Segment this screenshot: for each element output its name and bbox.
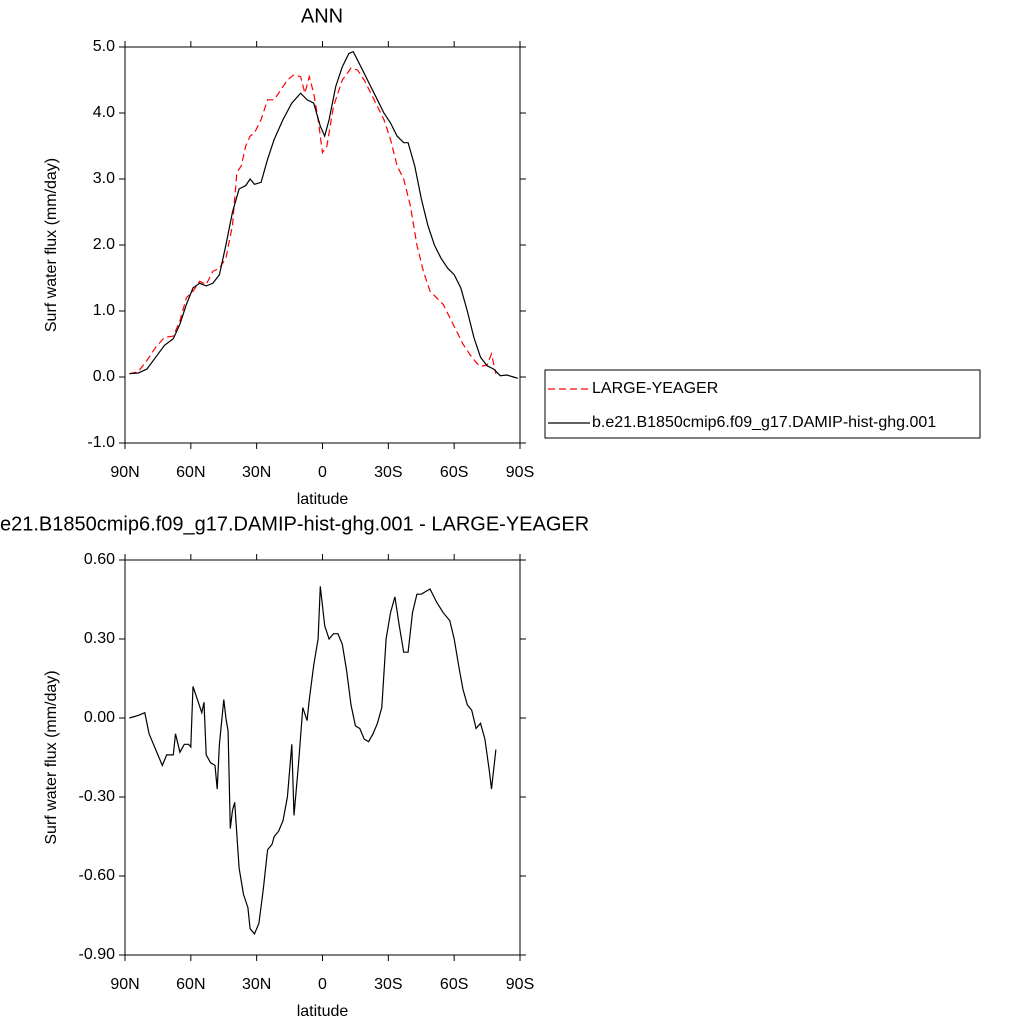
- y-tick-label: 0.60: [84, 551, 115, 568]
- y-tick-label: 4.0: [93, 104, 115, 121]
- data-line: [129, 67, 497, 375]
- legend-label: LARGE-YEAGER: [592, 380, 718, 397]
- x-tick-label: 90S: [506, 976, 534, 993]
- x-axis-label: latitude: [297, 491, 349, 508]
- x-tick-label: 0: [318, 976, 327, 993]
- plot-frame: [124, 46, 521, 444]
- data-line: [129, 50, 518, 379]
- chart-title: e21.B1850cmip6.f09_g17.DAMIP-hist-ghg.00…: [0, 513, 589, 535]
- y-axis-label: Surf water flux (mm/day): [43, 670, 60, 844]
- x-tick-label: 30N: [242, 464, 271, 481]
- legend-label: b.e21.B1850cmip6.f09_g17.DAMIP-hist-ghg.…: [592, 414, 936, 431]
- legend-box: [544, 369, 981, 439]
- y-tick-label: 0.0: [93, 368, 115, 385]
- x-tick-label: 60N: [176, 464, 205, 481]
- y-tick-label: -0.90: [79, 946, 116, 963]
- y-tick-label: 0.00: [84, 709, 115, 726]
- y-axis-label: Surf water flux (mm/day): [43, 158, 60, 332]
- y-tick-label: -1.0: [87, 434, 115, 451]
- y-tick-label: 0.30: [84, 630, 115, 647]
- x-tick-label: 60N: [176, 976, 205, 993]
- chart-title: ANN: [301, 5, 343, 27]
- x-axis-label: latitude: [297, 1003, 349, 1020]
- x-tick-label: 30S: [374, 976, 402, 993]
- y-tick-label: 1.0: [93, 302, 115, 319]
- y-tick-label: 5.0: [93, 38, 115, 55]
- x-tick-label: 0: [318, 464, 327, 481]
- x-tick-label: 90S: [506, 464, 534, 481]
- x-tick-label: 90N: [110, 464, 139, 481]
- y-tick-label: -0.30: [79, 788, 116, 805]
- x-tick-label: 60S: [440, 976, 468, 993]
- data-line: [129, 586, 497, 936]
- x-tick-label: 30N: [242, 976, 271, 993]
- plot-frame: [124, 559, 521, 956]
- y-tick-label: 3.0: [93, 170, 115, 187]
- y-tick-label: 2.0: [93, 236, 115, 253]
- y-tick-label: -0.60: [79, 867, 116, 884]
- x-tick-label: 90N: [110, 976, 139, 993]
- x-tick-label: 30S: [374, 464, 402, 481]
- x-tick-label: 60S: [440, 464, 468, 481]
